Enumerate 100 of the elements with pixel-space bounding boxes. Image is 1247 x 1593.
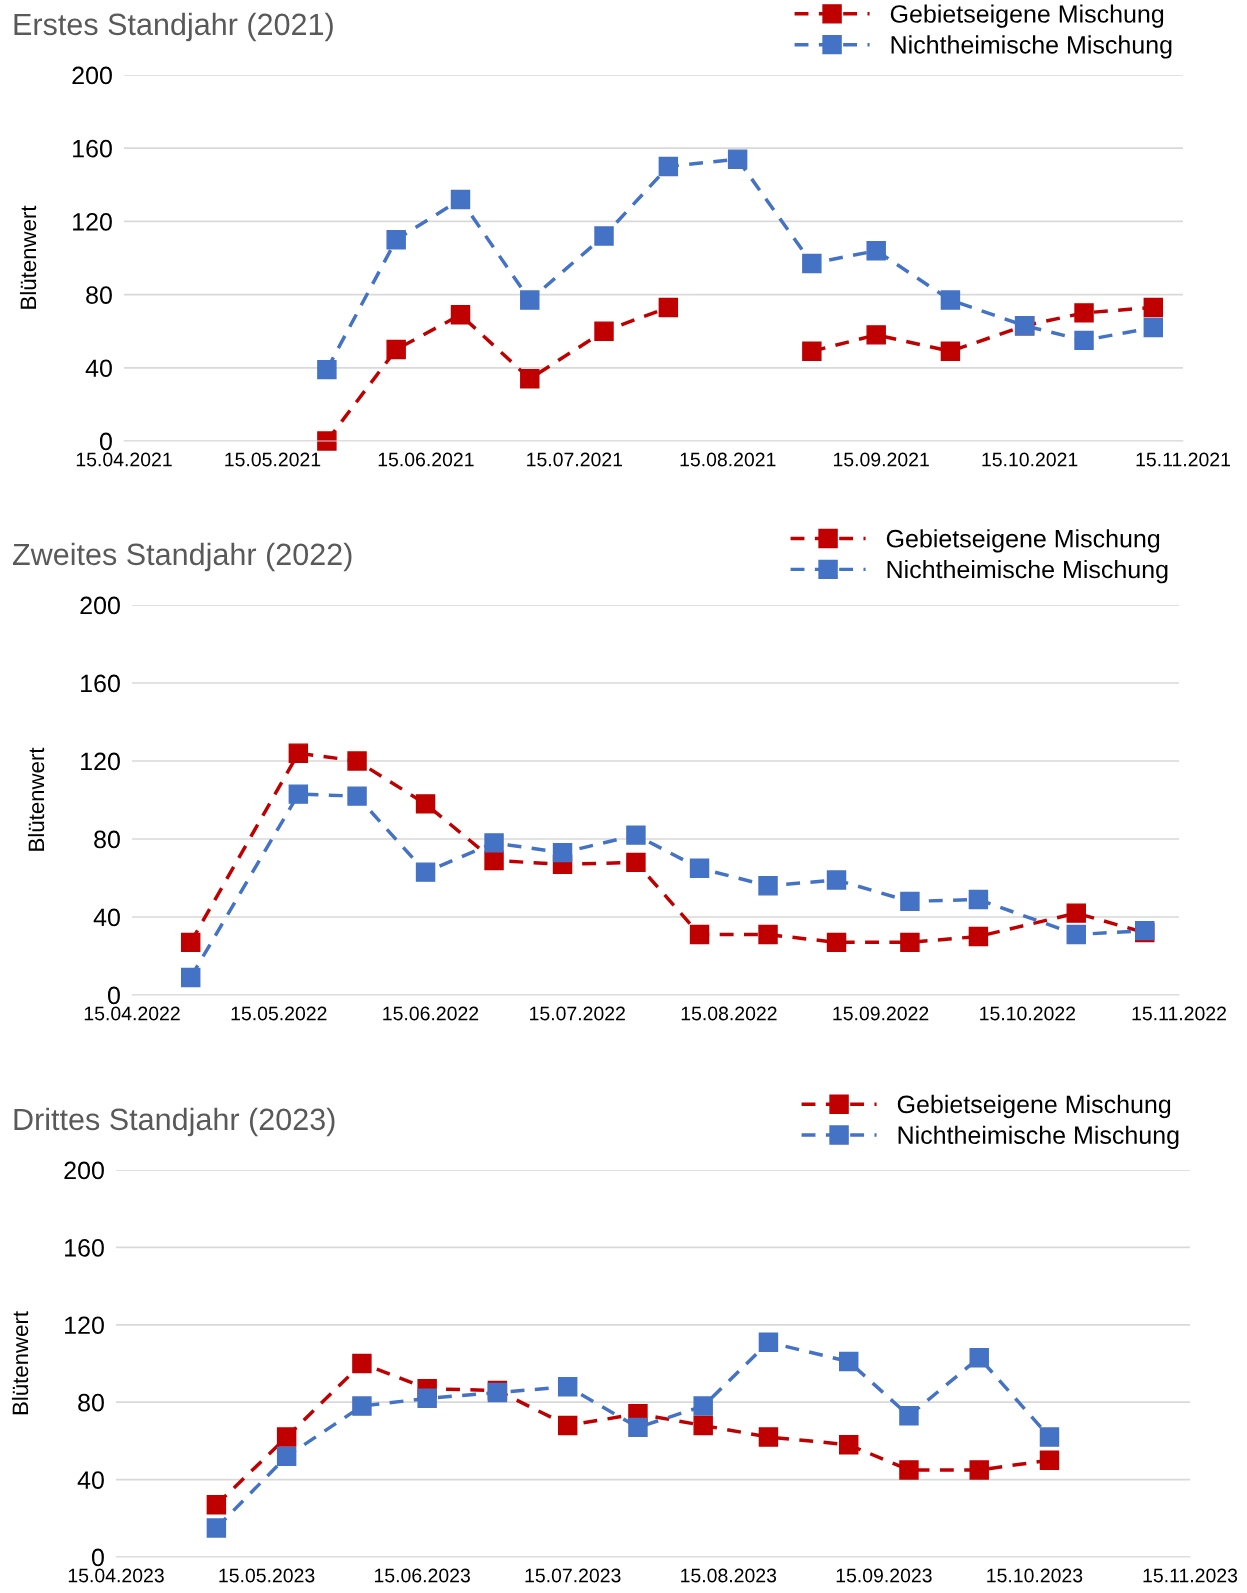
point	[628, 1417, 648, 1438]
y-tick-label: 40	[77, 1471, 104, 1489]
legend-label: Gebietseigene Mischung	[886, 529, 1160, 553]
point	[758, 876, 778, 896]
point	[1143, 317, 1164, 338]
point	[352, 1353, 372, 1374]
x-tick-label: 15.07.2023	[525, 1568, 621, 1583]
point	[180, 932, 201, 953]
point	[839, 1351, 859, 1372]
x-tick-label: 15.10.2022	[980, 1006, 1076, 1021]
x-tick-label: 15.04.2023	[68, 1568, 164, 1583]
point	[276, 1427, 297, 1447]
y-tick-label: 0	[99, 432, 112, 451]
point	[866, 325, 886, 345]
point	[899, 1460, 919, 1480]
point	[317, 359, 337, 380]
y-tick-label: 80	[78, 1393, 104, 1412]
point	[1039, 1427, 1060, 1447]
legend-label: Nichtheimische Mischung	[891, 35, 1172, 59]
point	[276, 1446, 297, 1467]
x-tick-label: 15.05.2023	[219, 1568, 315, 1583]
x-tick-label: 15.09.2021	[833, 452, 929, 467]
point	[347, 751, 367, 771]
x-tick-label: 15.11.2022	[1132, 1006, 1226, 1021]
point	[206, 1495, 227, 1515]
x-tick-label: 15.06.2022	[383, 1006, 479, 1021]
point	[626, 825, 646, 845]
point	[415, 862, 436, 882]
y-axis-title: Blütenwert	[27, 747, 45, 851]
point	[520, 369, 540, 389]
point	[802, 253, 822, 274]
y-tick-label: 120	[65, 1316, 104, 1335]
y-tick-label: 120	[73, 213, 112, 231]
legend-label: Gebietseigene Mischung	[890, 4, 1164, 28]
point	[689, 858, 710, 878]
point	[658, 297, 679, 318]
chart-title: Erstes Standjahr (2021)	[14, 12, 333, 42]
point	[594, 321, 614, 341]
y-tick-label: 200	[72, 66, 112, 85]
point	[386, 339, 406, 360]
x-tick-label: 15.07.2021	[527, 452, 623, 467]
point	[1039, 1450, 1060, 1470]
point	[484, 850, 504, 871]
legend-label: Nichtheimische Mischung	[898, 1125, 1179, 1149]
y-tick-label: 40	[93, 908, 120, 927]
y-tick-label: 120	[81, 752, 120, 771]
y-tick-label: 0	[91, 1548, 104, 1567]
point	[626, 852, 646, 873]
x-tick-label: 15.08.2022	[681, 1006, 777, 1021]
x-tick-label: 15.04.2022	[84, 1006, 180, 1021]
point	[839, 1435, 859, 1455]
point	[658, 156, 679, 177]
y-tick-label: 160	[65, 1239, 104, 1257]
point	[1143, 297, 1164, 318]
point	[288, 743, 309, 763]
point	[968, 926, 989, 947]
x-tick-label: 15.09.2022	[833, 1006, 929, 1021]
point	[594, 226, 614, 246]
point	[450, 305, 471, 325]
point	[693, 1415, 713, 1436]
point	[802, 341, 822, 362]
point	[969, 1347, 989, 1368]
point	[969, 1460, 989, 1480]
point	[520, 290, 540, 310]
x-tick-label: 15.11.2021	[1136, 452, 1230, 467]
x-tick-label: 15.10.2023	[987, 1568, 1083, 1583]
point	[557, 1376, 578, 1397]
x-tick-label: 15.08.2023	[681, 1568, 777, 1583]
x-tick-label: 15.05.2021	[225, 452, 321, 467]
y-tick-label: 0	[107, 986, 120, 1005]
legend-label: Gebietseigene Mischung	[897, 1094, 1171, 1119]
chart-title: Drittes Standjahr (2023)	[14, 1107, 335, 1137]
x-tick-label: 15.07.2022	[530, 1006, 625, 1021]
point	[826, 932, 847, 953]
point	[940, 290, 961, 310]
point	[1066, 903, 1086, 923]
y-axis-title: Blütenwert	[19, 205, 37, 309]
point	[866, 240, 886, 261]
point	[180, 967, 201, 988]
point	[1074, 303, 1094, 323]
point	[899, 1406, 919, 1426]
point	[1066, 924, 1086, 945]
point	[940, 341, 961, 362]
y-tick-label: 40	[85, 359, 112, 378]
legend-label: Nichtheimische Mischung	[887, 560, 1168, 584]
point	[484, 833, 504, 853]
point	[1074, 330, 1094, 351]
y-tick-label: 80	[86, 286, 112, 304]
point	[415, 794, 436, 814]
y-tick-label: 160	[73, 139, 112, 158]
point	[288, 784, 309, 804]
x-tick-label: 15.06.2021	[378, 452, 474, 467]
point	[900, 891, 920, 912]
y-tick-label: 200	[80, 596, 120, 615]
point	[206, 1518, 227, 1538]
point	[352, 1396, 372, 1416]
y-tick-label: 80	[94, 830, 120, 849]
y-tick-label: 160	[81, 674, 120, 693]
x-tick-label: 15.05.2022	[231, 1006, 327, 1021]
point	[900, 932, 920, 953]
